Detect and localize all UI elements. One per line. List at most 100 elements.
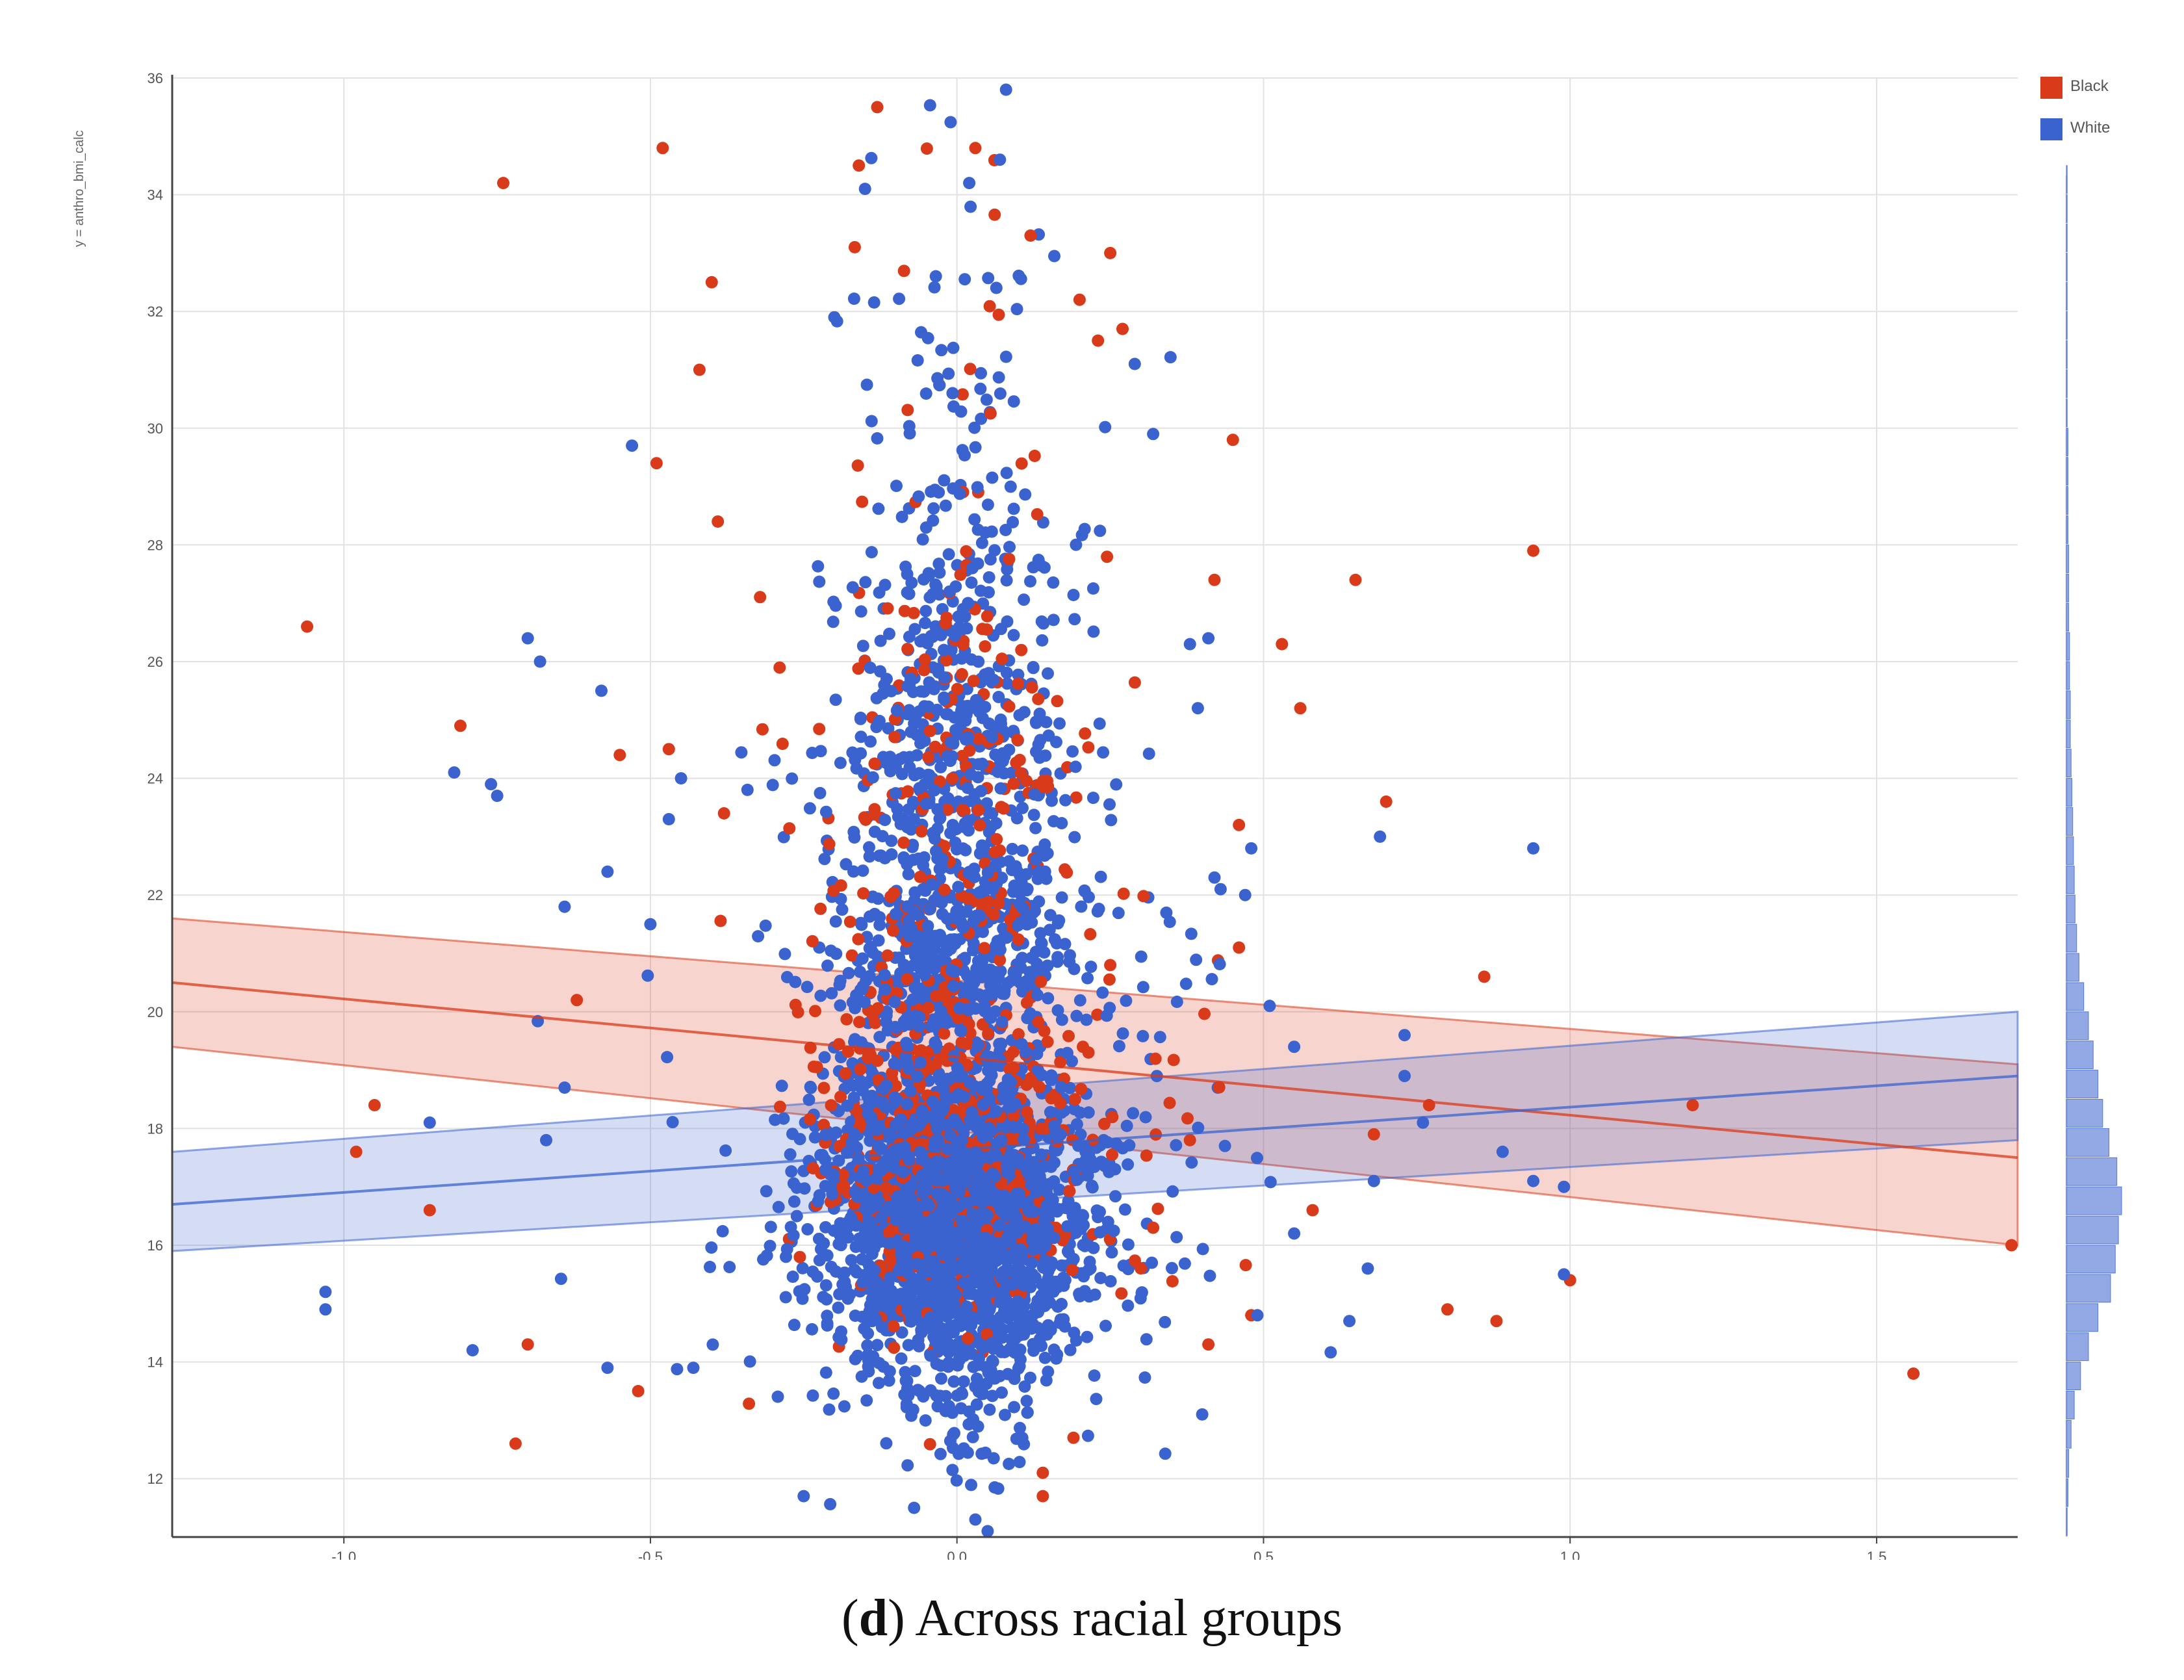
white-point [973,1358,985,1371]
white-point [873,918,886,931]
black-point [2005,1239,2018,1252]
white-point [935,1341,948,1354]
white-point [962,597,975,610]
histogram-bar [2066,194,2068,224]
white-point [893,292,906,305]
white-point [978,1000,991,1013]
white-point [969,441,982,454]
white-point [1064,949,1076,962]
white-point [1040,716,1053,729]
white-point [869,1172,882,1185]
white-point [1020,868,1033,881]
y-tick-label: 28 [148,537,163,553]
white-point [806,1389,819,1402]
histogram-bar [2066,632,2070,661]
black-point [956,388,969,401]
black-point [923,725,936,738]
x-tick-label: 0.0 [947,1549,967,1560]
black-point [887,1320,900,1333]
black-point [956,749,969,762]
white-point [491,790,504,802]
histogram-bar [2066,1128,2110,1157]
white-point [1003,855,1016,868]
black-point [897,836,910,849]
black-point [852,933,865,946]
black-point [923,1438,936,1451]
white-point [540,1133,552,1146]
white-point [934,1389,947,1402]
white-point [1016,1432,1029,1444]
white-point [1146,1256,1159,1269]
white-point [818,853,831,866]
black-point [823,838,836,851]
white-point [1051,951,1064,964]
white-point [1016,844,1029,857]
white-point [1208,871,1221,884]
white-point [1003,1458,1016,1470]
black-point [423,1204,436,1217]
white-point [932,1068,945,1081]
black-point [743,1397,756,1410]
white-point [1023,1007,1036,1020]
white-point [1117,1260,1130,1273]
white-point [923,1199,935,1212]
white-point [912,1200,925,1213]
legend[interactable]: Black White [2040,77,2110,140]
histogram-bar [2066,1419,2072,1449]
white-point [804,1081,817,1094]
white-point [975,1207,988,1220]
white-point [1033,1170,1046,1183]
white-point [958,1196,971,1209]
white-point [1024,969,1037,982]
white-point [964,200,977,213]
white-point [970,1118,983,1130]
black-point [955,668,968,680]
white-point [641,969,654,982]
white-point [1112,907,1125,920]
white-point [848,1128,860,1141]
white-point [874,665,886,678]
white-point [901,1040,914,1053]
white-point [858,1322,871,1335]
white-point [1000,931,1013,944]
black-point [856,495,869,508]
white-point [880,1016,893,1029]
black-point [817,1081,830,1094]
black-point [1015,643,1028,656]
white-point [1043,924,1056,937]
white-point [952,1447,965,1460]
white-point [1069,760,1082,773]
white-point [1159,1315,1172,1328]
white-point [938,1189,951,1202]
white-point [977,1250,990,1263]
white-point [1014,1324,1027,1337]
white-point [986,883,999,896]
white-point [999,1248,1012,1261]
y-axis-label: y = anthro_bmi_calc [72,130,86,247]
histogram-bar [2066,894,2075,924]
white-point [1053,717,1066,730]
black-point [951,682,964,695]
white-point [927,502,940,515]
white-point [941,1143,954,1156]
black-point [992,897,1005,910]
white-point [1018,1133,1030,1146]
white-point [1251,1309,1264,1322]
white-point [996,1016,1008,1028]
black-point [945,772,958,785]
white-point [970,1191,983,1204]
white-point [626,439,639,452]
white-point [969,1513,982,1526]
white-point [1245,842,1258,855]
white-point [821,959,834,972]
white-point [963,977,976,990]
white-point [919,604,932,617]
black-point [793,1250,806,1263]
white-point [966,1208,979,1221]
white-point [485,778,498,791]
white-point [929,578,942,591]
histogram-bar [2066,1303,2099,1332]
white-point [1094,1226,1107,1239]
black-point [1021,1105,1033,1118]
black-point [922,751,935,764]
